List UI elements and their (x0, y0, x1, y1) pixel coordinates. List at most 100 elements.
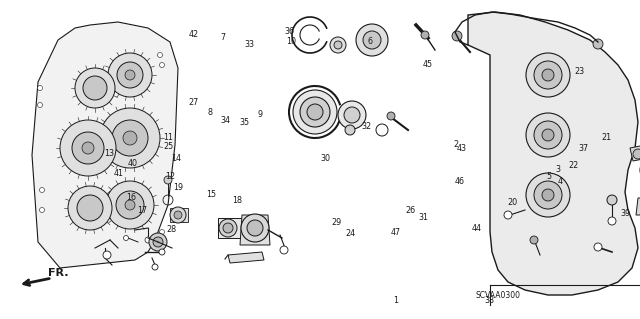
Circle shape (40, 188, 45, 192)
Circle shape (125, 70, 135, 80)
Polygon shape (228, 252, 264, 263)
Circle shape (83, 76, 107, 100)
Circle shape (108, 53, 152, 97)
Text: 26: 26 (406, 206, 416, 215)
Circle shape (247, 220, 263, 236)
Circle shape (159, 229, 164, 234)
Circle shape (387, 112, 395, 120)
Text: 36: 36 (284, 27, 294, 36)
Circle shape (164, 176, 172, 184)
Circle shape (152, 264, 158, 270)
Text: 45: 45 (422, 60, 433, 69)
Circle shape (452, 31, 462, 41)
Text: 37: 37 (579, 144, 589, 153)
Text: 6: 6 (367, 37, 372, 46)
Circle shape (149, 233, 167, 251)
Text: 42: 42 (188, 30, 198, 39)
Polygon shape (636, 198, 640, 215)
Circle shape (542, 69, 554, 81)
Text: SCVAA0300: SCVAA0300 (476, 291, 520, 300)
Circle shape (125, 200, 135, 210)
Text: 12: 12 (165, 172, 175, 181)
Circle shape (344, 107, 360, 123)
Text: 13: 13 (104, 149, 114, 158)
Text: 29: 29 (331, 218, 341, 227)
Circle shape (608, 217, 616, 225)
Circle shape (77, 195, 103, 221)
Text: 2: 2 (453, 140, 458, 149)
Circle shape (116, 191, 144, 219)
Polygon shape (32, 22, 178, 268)
Circle shape (534, 121, 562, 149)
Circle shape (124, 235, 129, 241)
Circle shape (530, 236, 538, 244)
Text: 33: 33 (244, 40, 255, 48)
Polygon shape (218, 218, 242, 238)
Circle shape (82, 142, 94, 154)
Circle shape (174, 211, 182, 219)
Circle shape (117, 62, 143, 88)
Circle shape (100, 108, 160, 168)
Text: 43: 43 (457, 144, 467, 153)
Circle shape (593, 39, 603, 49)
Text: 20: 20 (507, 198, 517, 207)
Text: 34: 34 (220, 116, 230, 125)
Text: 39: 39 (621, 209, 631, 218)
Text: 1: 1 (393, 296, 398, 305)
Text: 11: 11 (163, 133, 173, 142)
Circle shape (542, 189, 554, 201)
Circle shape (542, 129, 554, 141)
Circle shape (38, 85, 42, 91)
Circle shape (594, 243, 602, 251)
Circle shape (534, 61, 562, 89)
Circle shape (345, 125, 355, 135)
Circle shape (219, 219, 237, 237)
Polygon shape (630, 145, 640, 161)
Circle shape (280, 246, 288, 254)
Circle shape (334, 41, 342, 49)
Text: 3: 3 (556, 165, 561, 174)
Text: 41: 41 (113, 169, 124, 178)
Circle shape (103, 251, 111, 259)
Circle shape (526, 113, 570, 157)
Text: 21: 21 (602, 133, 612, 142)
Text: 31: 31 (419, 213, 429, 222)
Text: 27: 27 (188, 98, 198, 107)
Text: 40: 40 (128, 159, 138, 168)
Circle shape (293, 90, 337, 134)
Circle shape (526, 53, 570, 97)
Text: 7: 7 (220, 33, 225, 42)
Text: 32: 32 (361, 122, 371, 131)
Text: 23: 23 (574, 67, 584, 76)
Circle shape (157, 242, 163, 248)
Text: 35: 35 (239, 118, 250, 127)
Text: 9: 9 (257, 110, 262, 119)
Circle shape (145, 237, 151, 243)
Circle shape (68, 186, 112, 230)
Polygon shape (240, 215, 270, 245)
Circle shape (157, 53, 163, 57)
Circle shape (153, 237, 163, 247)
Circle shape (607, 195, 617, 205)
Polygon shape (170, 208, 188, 222)
Text: 8: 8 (207, 108, 212, 117)
Circle shape (170, 207, 186, 223)
Text: 4: 4 (557, 177, 563, 186)
Circle shape (38, 102, 42, 108)
Text: 28: 28 (166, 225, 177, 234)
Circle shape (526, 173, 570, 217)
Text: 19: 19 (173, 183, 183, 192)
Circle shape (72, 132, 104, 164)
Circle shape (307, 104, 323, 120)
Text: 30: 30 (320, 154, 330, 163)
Circle shape (60, 120, 116, 176)
Text: 46: 46 (454, 177, 465, 186)
Circle shape (300, 97, 330, 127)
Text: 16: 16 (126, 193, 136, 202)
Circle shape (159, 63, 164, 68)
Circle shape (356, 24, 388, 56)
Circle shape (159, 249, 165, 255)
Circle shape (504, 211, 512, 219)
Circle shape (338, 101, 366, 129)
Text: 22: 22 (568, 161, 579, 170)
